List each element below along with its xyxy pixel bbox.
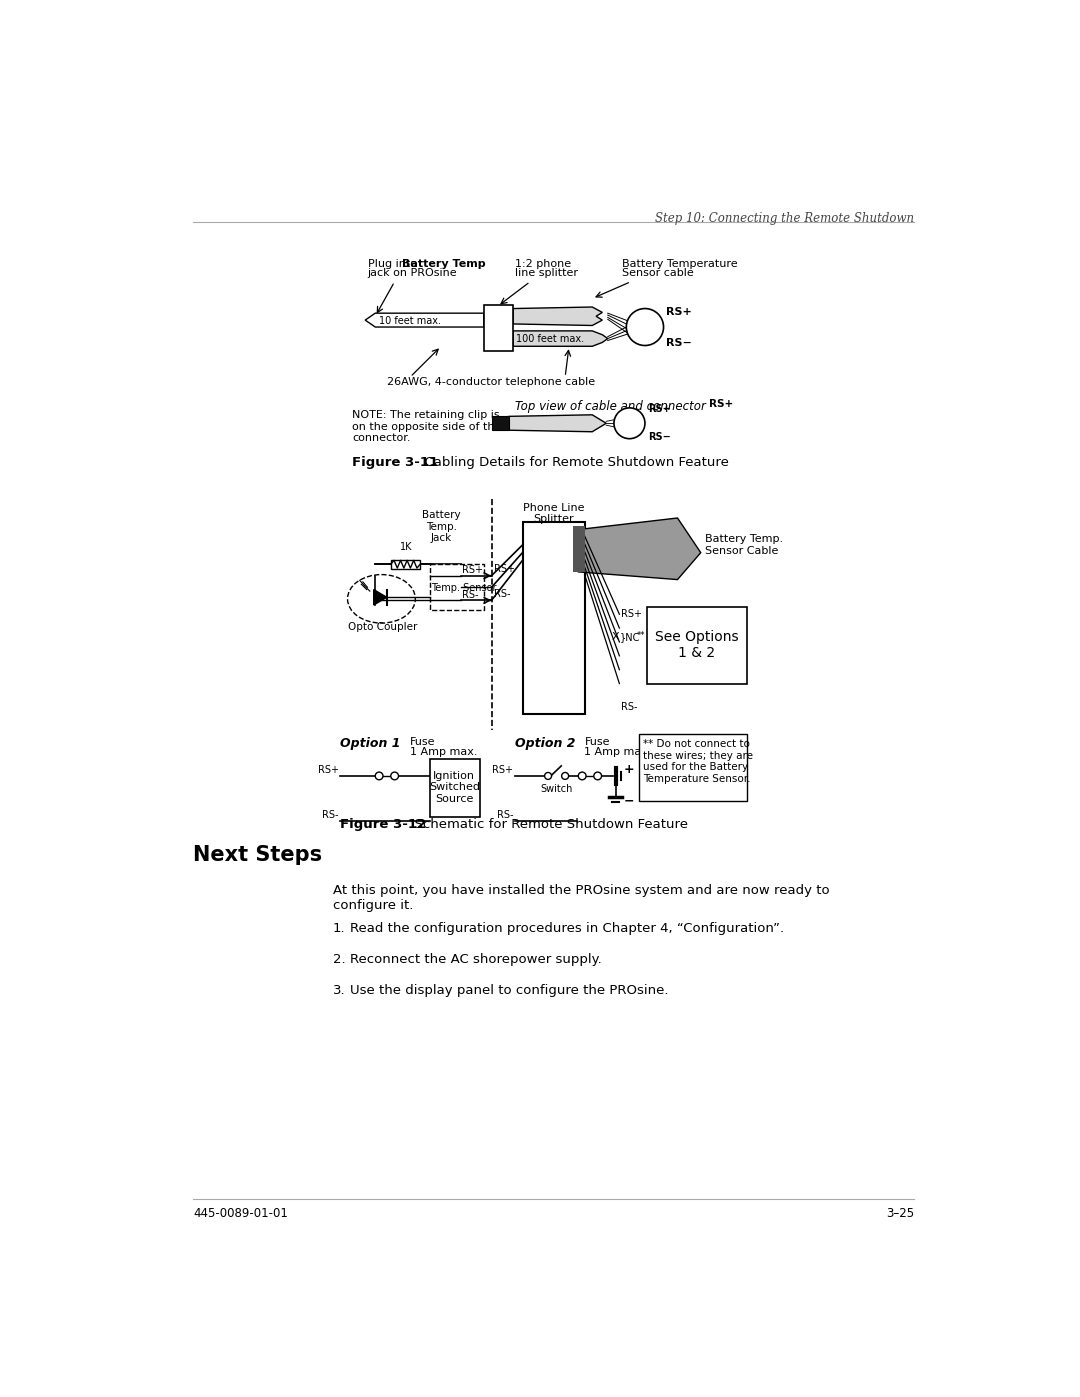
Text: RS-: RS- <box>497 810 513 820</box>
Text: −: − <box>623 795 634 807</box>
Text: 1 Amp max.: 1 Amp max. <box>584 747 652 757</box>
Circle shape <box>375 773 383 780</box>
Text: 26AWG, 4-conductor telephone cable: 26AWG, 4-conductor telephone cable <box>387 377 595 387</box>
Text: Cabling Details for Remote Shutdown Feature: Cabling Details for Remote Shutdown Feat… <box>416 457 729 469</box>
Circle shape <box>562 773 568 780</box>
Text: use.: use. <box>621 423 637 432</box>
Text: RS-: RS- <box>322 810 339 820</box>
Polygon shape <box>509 415 606 432</box>
Text: Option 1: Option 1 <box>340 738 401 750</box>
Text: Reconnect the AC shorepower supply.: Reconnect the AC shorepower supply. <box>350 953 603 967</box>
Text: 3–25: 3–25 <box>886 1207 914 1220</box>
Circle shape <box>544 773 552 780</box>
Bar <box>491 416 509 430</box>
Text: RS+: RS+ <box>648 404 671 415</box>
Text: Option 2: Option 2 <box>515 738 576 750</box>
Text: Top view of cable and connector: Top view of cable and connector <box>515 400 705 414</box>
Text: Battery Temperature: Battery Temperature <box>622 260 738 270</box>
Text: RS-: RS- <box>621 701 637 711</box>
Text: NOTE: The retaining clip is
on the opposite side of the
connector.: NOTE: The retaining clip is on the oppos… <box>352 411 501 443</box>
Text: See Options
1 & 2: See Options 1 & 2 <box>656 630 739 661</box>
Polygon shape <box>578 518 701 580</box>
Text: line splitter: line splitter <box>515 268 578 278</box>
Text: 1:2 phone: 1:2 phone <box>515 260 571 270</box>
Text: Phone Line
Splitter: Phone Line Splitter <box>523 503 584 524</box>
Text: **: ** <box>637 631 646 640</box>
Text: 10 feet max.: 10 feet max. <box>379 316 441 326</box>
Bar <box>430 564 484 610</box>
Text: RS−: RS− <box>648 432 671 441</box>
Text: RS+: RS+ <box>666 306 691 317</box>
Text: •: • <box>497 420 501 427</box>
Text: At this point, you have installed the PROsine system and are now ready to
config: At this point, you have installed the PR… <box>333 884 829 912</box>
Text: Battery Temp: Battery Temp <box>403 260 486 270</box>
Text: RS+: RS+ <box>621 609 642 619</box>
Text: Opto Coupler: Opto Coupler <box>348 622 418 631</box>
Text: Use the display panel to configure the PROsine.: Use the display panel to configure the P… <box>350 983 669 997</box>
Text: jack on PROsine: jack on PROsine <box>367 268 457 278</box>
Text: RS-: RS- <box>494 590 511 599</box>
Text: RS+: RS+ <box>462 564 483 576</box>
Text: Sensor cable: Sensor cable <box>622 268 693 278</box>
Text: Read the configuration procedures in Chapter 4, “Configuration”.: Read the configuration procedures in Cha… <box>350 922 784 935</box>
Text: Do not: Do not <box>617 415 643 423</box>
Text: 1K: 1K <box>400 542 413 552</box>
Bar <box>523 522 584 714</box>
Polygon shape <box>513 331 608 346</box>
Bar <box>647 606 747 683</box>
Polygon shape <box>374 590 387 605</box>
Text: RS+: RS+ <box>494 564 515 574</box>
Text: 3.: 3. <box>333 983 346 997</box>
Text: RS-: RS- <box>462 590 478 599</box>
Circle shape <box>594 773 602 780</box>
Circle shape <box>578 773 586 780</box>
Bar <box>638 733 747 802</box>
Ellipse shape <box>348 574 416 623</box>
Text: Step 10: Connecting the Remote Shutdown: Step 10: Connecting the Remote Shutdown <box>654 212 914 225</box>
Polygon shape <box>513 307 603 326</box>
Text: RS+: RS+ <box>318 766 339 775</box>
Text: }NC: }NC <box>620 633 640 643</box>
Text: 445-0089-01-01: 445-0089-01-01 <box>193 1207 288 1220</box>
Text: •: • <box>502 420 505 427</box>
Text: Figure 3-11: Figure 3-11 <box>352 457 438 469</box>
Text: ** Do not connect to
these wires; they are
used for the Battery
Temperature Sens: ** Do not connect to these wires; they a… <box>644 739 754 784</box>
Text: Do not: Do not <box>630 320 660 328</box>
Text: Battery
Temp.
Jack: Battery Temp. Jack <box>422 510 460 543</box>
Text: Plug into: Plug into <box>367 260 420 270</box>
Bar <box>391 560 420 569</box>
Text: Ignition
Switched
Source: Ignition Switched Source <box>429 771 480 805</box>
Polygon shape <box>365 313 484 327</box>
Circle shape <box>391 773 399 780</box>
Bar <box>572 525 584 571</box>
Text: 1.: 1. <box>333 922 346 935</box>
Text: 100 feet max.: 100 feet max. <box>515 334 583 344</box>
Text: RS+: RS+ <box>492 766 513 775</box>
Text: •: • <box>492 420 497 427</box>
Text: Fuse: Fuse <box>410 738 435 747</box>
Text: X: X <box>611 633 619 643</box>
Text: Switch: Switch <box>540 784 572 795</box>
Text: RS−: RS− <box>666 338 692 348</box>
Text: +: + <box>623 763 634 777</box>
Text: Temp. Sensor: Temp. Sensor <box>431 583 497 594</box>
Bar <box>430 759 480 817</box>
Circle shape <box>626 309 663 345</box>
Text: Next Steps: Next Steps <box>193 845 322 865</box>
Text: use.: use. <box>635 328 654 337</box>
Circle shape <box>613 408 645 439</box>
Text: 1 Amp max.: 1 Amp max. <box>410 747 477 757</box>
Text: Schematic for Remote Shutdown Feature: Schematic for Remote Shutdown Feature <box>406 819 688 831</box>
Text: Battery Temp.
Sensor Cable: Battery Temp. Sensor Cable <box>704 534 783 556</box>
Text: Figure 3-12: Figure 3-12 <box>340 819 427 831</box>
Bar <box>484 305 513 351</box>
Text: 2.: 2. <box>333 953 346 967</box>
Text: RS+: RS+ <box>708 398 732 409</box>
Text: Fuse: Fuse <box>584 738 610 747</box>
